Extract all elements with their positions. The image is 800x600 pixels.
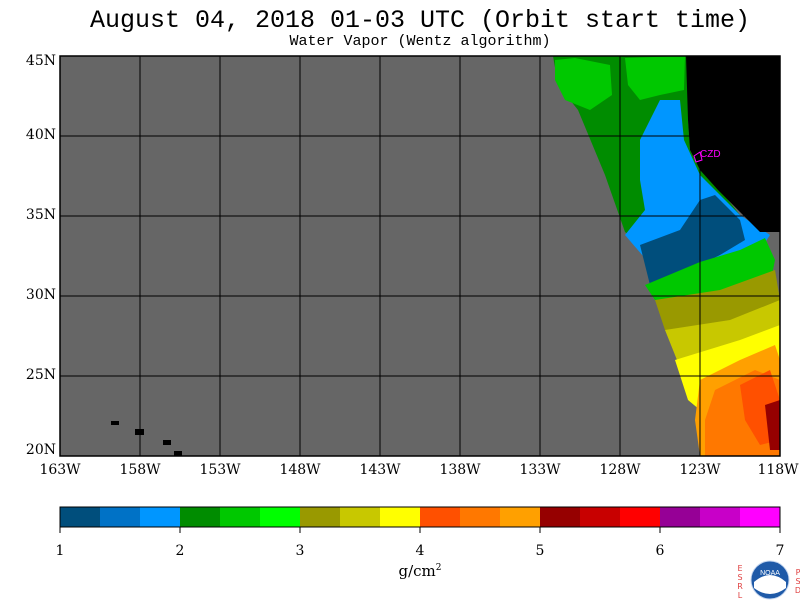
swath-dark-red <box>765 400 780 450</box>
colorbar-cell <box>420 507 461 527</box>
logo-letter: P <box>795 568 800 577</box>
colorbar-cell <box>340 507 381 527</box>
colorbar-cell <box>660 507 701 527</box>
longitude-tick-label: 148W <box>279 462 321 478</box>
swath-light-green-patch-2 <box>625 56 685 100</box>
colorbar-cell <box>100 507 141 527</box>
units-base: g/cm <box>398 562 436 580</box>
longitude-tick-label: 138W <box>439 462 481 478</box>
logo-letter: R <box>737 582 743 591</box>
north-america-land <box>686 56 780 232</box>
colorbar-cell <box>580 507 621 527</box>
logo-letter: D <box>794 586 800 595</box>
colorbar-cell <box>500 507 541 527</box>
longitude-tick-label: 133W <box>519 462 561 478</box>
map-subtitle: Water Vapor (Wentz algorithm) <box>289 33 551 50</box>
water-vapor-swath <box>553 56 780 456</box>
map-frame <box>59 55 781 457</box>
colorbar-tick-label: 7 <box>775 543 785 559</box>
logo-letter: S <box>737 573 743 582</box>
longitude-tick-label: 123W <box>679 462 721 478</box>
latitude-tick-label: 45N <box>25 53 56 69</box>
colorbar-cell <box>700 507 741 527</box>
colorbar-ticks <box>59 527 781 533</box>
latitude-tick-label: 35N <box>25 207 56 223</box>
colorbar-cell <box>380 507 421 527</box>
colorbar-cell <box>260 507 301 527</box>
swath-light-green-patch <box>555 58 612 110</box>
colorbar-tick-label: 1 <box>55 543 65 559</box>
colorbar-units: g/cm2 <box>380 562 460 580</box>
colorbar-cell <box>220 507 261 527</box>
colorbar-cell <box>60 507 101 527</box>
longitude-tick-label: 153W <box>199 462 241 478</box>
latitude-tick-label: 20N <box>25 442 56 458</box>
noaa-emblem-icon: NOAA <box>750 560 790 600</box>
logo-letter: E <box>737 564 743 573</box>
colorbar-cell <box>180 507 221 527</box>
colorbar-cell <box>140 507 181 527</box>
latitude-tick-label: 25N <box>25 367 56 383</box>
colorbar-cell <box>540 507 581 527</box>
longitude-tick-label: 128W <box>599 462 641 478</box>
station-label: CZD <box>700 149 721 160</box>
colorbar-tick-label: 5 <box>535 543 545 559</box>
longitude-tick-label: 143W <box>359 462 401 478</box>
colorbar-cell <box>460 507 501 527</box>
colorbar-tick-label: 3 <box>295 543 305 559</box>
longitude-tick-label: 158W <box>119 462 161 478</box>
colorbar-cell <box>620 507 661 527</box>
map-title: August 04, 2018 01-03 UTC (Orbit start t… <box>89 6 751 35</box>
colorbar-cell <box>300 507 341 527</box>
latitude-tick-label: 40N <box>25 127 56 143</box>
station-marker-czd: CZD <box>693 149 721 163</box>
noaa-emblem-text: NOAA <box>760 570 780 577</box>
swath-dark-blue <box>640 195 745 285</box>
logo-letter: L <box>737 591 743 600</box>
logo-letter: S <box>795 577 800 586</box>
colorbar-tick-label: 6 <box>655 543 665 559</box>
longitude-tick-label: 163W <box>39 462 81 478</box>
colorbar-cells <box>60 507 781 527</box>
colorbar-cell <box>740 507 781 527</box>
latitude-tick-label: 30N <box>25 287 56 303</box>
colorbar-tick-label: 4 <box>415 543 425 559</box>
colorbar-tick-label: 2 <box>175 543 185 559</box>
longitude-tick-label: 118W <box>757 462 799 478</box>
units-exponent: 2 <box>435 563 442 573</box>
